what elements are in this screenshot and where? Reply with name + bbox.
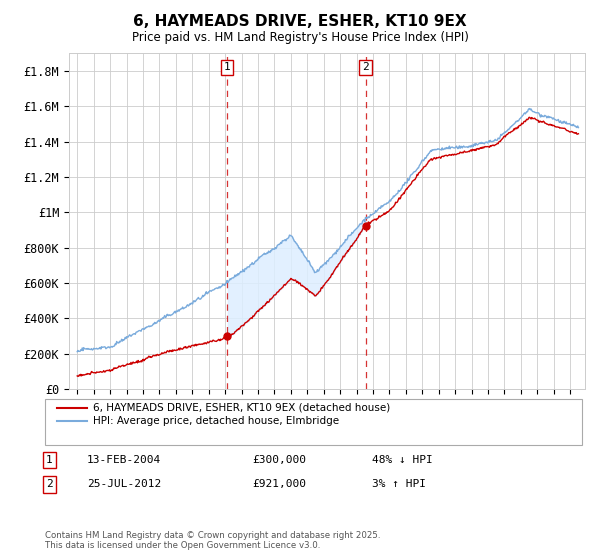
Text: 3% ↑ HPI: 3% ↑ HPI	[372, 479, 426, 489]
Text: 2: 2	[362, 62, 369, 72]
Text: 13-FEB-2004: 13-FEB-2004	[87, 455, 161, 465]
Text: 6, HAYMEADS DRIVE, ESHER, KT10 9EX (detached house): 6, HAYMEADS DRIVE, ESHER, KT10 9EX (deta…	[93, 403, 390, 413]
Text: £300,000: £300,000	[252, 455, 306, 465]
Text: 25-JUL-2012: 25-JUL-2012	[87, 479, 161, 489]
Text: 6, HAYMEADS DRIVE, ESHER, KT10 9EX: 6, HAYMEADS DRIVE, ESHER, KT10 9EX	[133, 14, 467, 29]
Text: Price paid vs. HM Land Registry's House Price Index (HPI): Price paid vs. HM Land Registry's House …	[131, 31, 469, 44]
Text: Contains HM Land Registry data © Crown copyright and database right 2025.
This d: Contains HM Land Registry data © Crown c…	[45, 530, 380, 550]
Text: 1: 1	[224, 62, 230, 72]
Text: 1: 1	[46, 455, 53, 465]
Text: HPI: Average price, detached house, Elmbridge: HPI: Average price, detached house, Elmb…	[93, 416, 339, 426]
Text: £921,000: £921,000	[252, 479, 306, 489]
Text: 2: 2	[46, 479, 53, 489]
Text: 48% ↓ HPI: 48% ↓ HPI	[372, 455, 433, 465]
